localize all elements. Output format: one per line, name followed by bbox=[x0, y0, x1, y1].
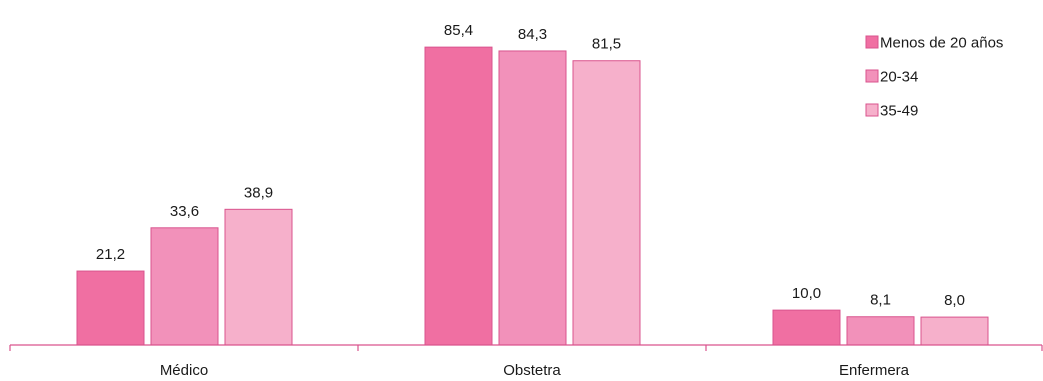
category-label-enfermera: Enfermera bbox=[839, 362, 910, 379]
data-label-medico-menos-de-20-anos: 21,2 bbox=[96, 246, 125, 263]
bar-medico-35-49 bbox=[224, 208, 293, 346]
data-label-obstetra-menos-de-20-anos: 85,4 bbox=[444, 22, 473, 39]
bar-obstetra-35-49 bbox=[572, 60, 641, 346]
data-label-enfermera-20-34: 8,1 bbox=[870, 292, 891, 309]
bar-medico-20-34 bbox=[150, 227, 219, 346]
legend-label-35-49: 35-49 bbox=[880, 103, 918, 120]
x-axis bbox=[9, 344, 1043, 351]
data-label-obstetra-20-34: 84,3 bbox=[518, 26, 547, 43]
value-labels-layer: 21,2 33,6 38,9 85,4 84,3 81,5 10,0 8,1 8,0 bbox=[96, 22, 965, 309]
data-label-medico-20-34: 33,6 bbox=[170, 203, 199, 220]
data-label-medico-35-49: 38,9 bbox=[244, 184, 273, 201]
bar-medico-menos-de-20-anos bbox=[76, 270, 145, 346]
bar-obstetra-20-34 bbox=[498, 50, 567, 346]
legend-swatch-35-49 bbox=[865, 103, 879, 117]
legend-label-20-34: 20-34 bbox=[880, 69, 918, 86]
category-labels-layer: Médico Obstetra Enfermera bbox=[160, 362, 910, 379]
bars-layer bbox=[76, 46, 989, 346]
legend-label-menos-de-20-anos: Menos de 20 años bbox=[880, 35, 1003, 52]
legend-swatch-20-34 bbox=[865, 69, 879, 83]
data-label-enfermera-35-49: 8,0 bbox=[944, 292, 965, 309]
category-label-obstetra: Obstetra bbox=[503, 362, 561, 379]
bar-obstetra-menos-de-20-anos bbox=[424, 46, 493, 346]
legend-swatch-menos-de-20-anos bbox=[865, 35, 879, 49]
legend: Menos de 20 años 20-34 35-49 bbox=[865, 35, 1003, 120]
bar-enfermera-20-34 bbox=[846, 316, 915, 346]
category-label-medico: Médico bbox=[160, 362, 208, 379]
data-label-obstetra-35-49: 81,5 bbox=[592, 36, 621, 53]
data-label-enfermera-menos-de-20-anos: 10,0 bbox=[792, 285, 821, 302]
bar-enfermera-35-49 bbox=[920, 316, 989, 346]
bar-enfermera-menos-de-20-anos bbox=[772, 309, 841, 346]
